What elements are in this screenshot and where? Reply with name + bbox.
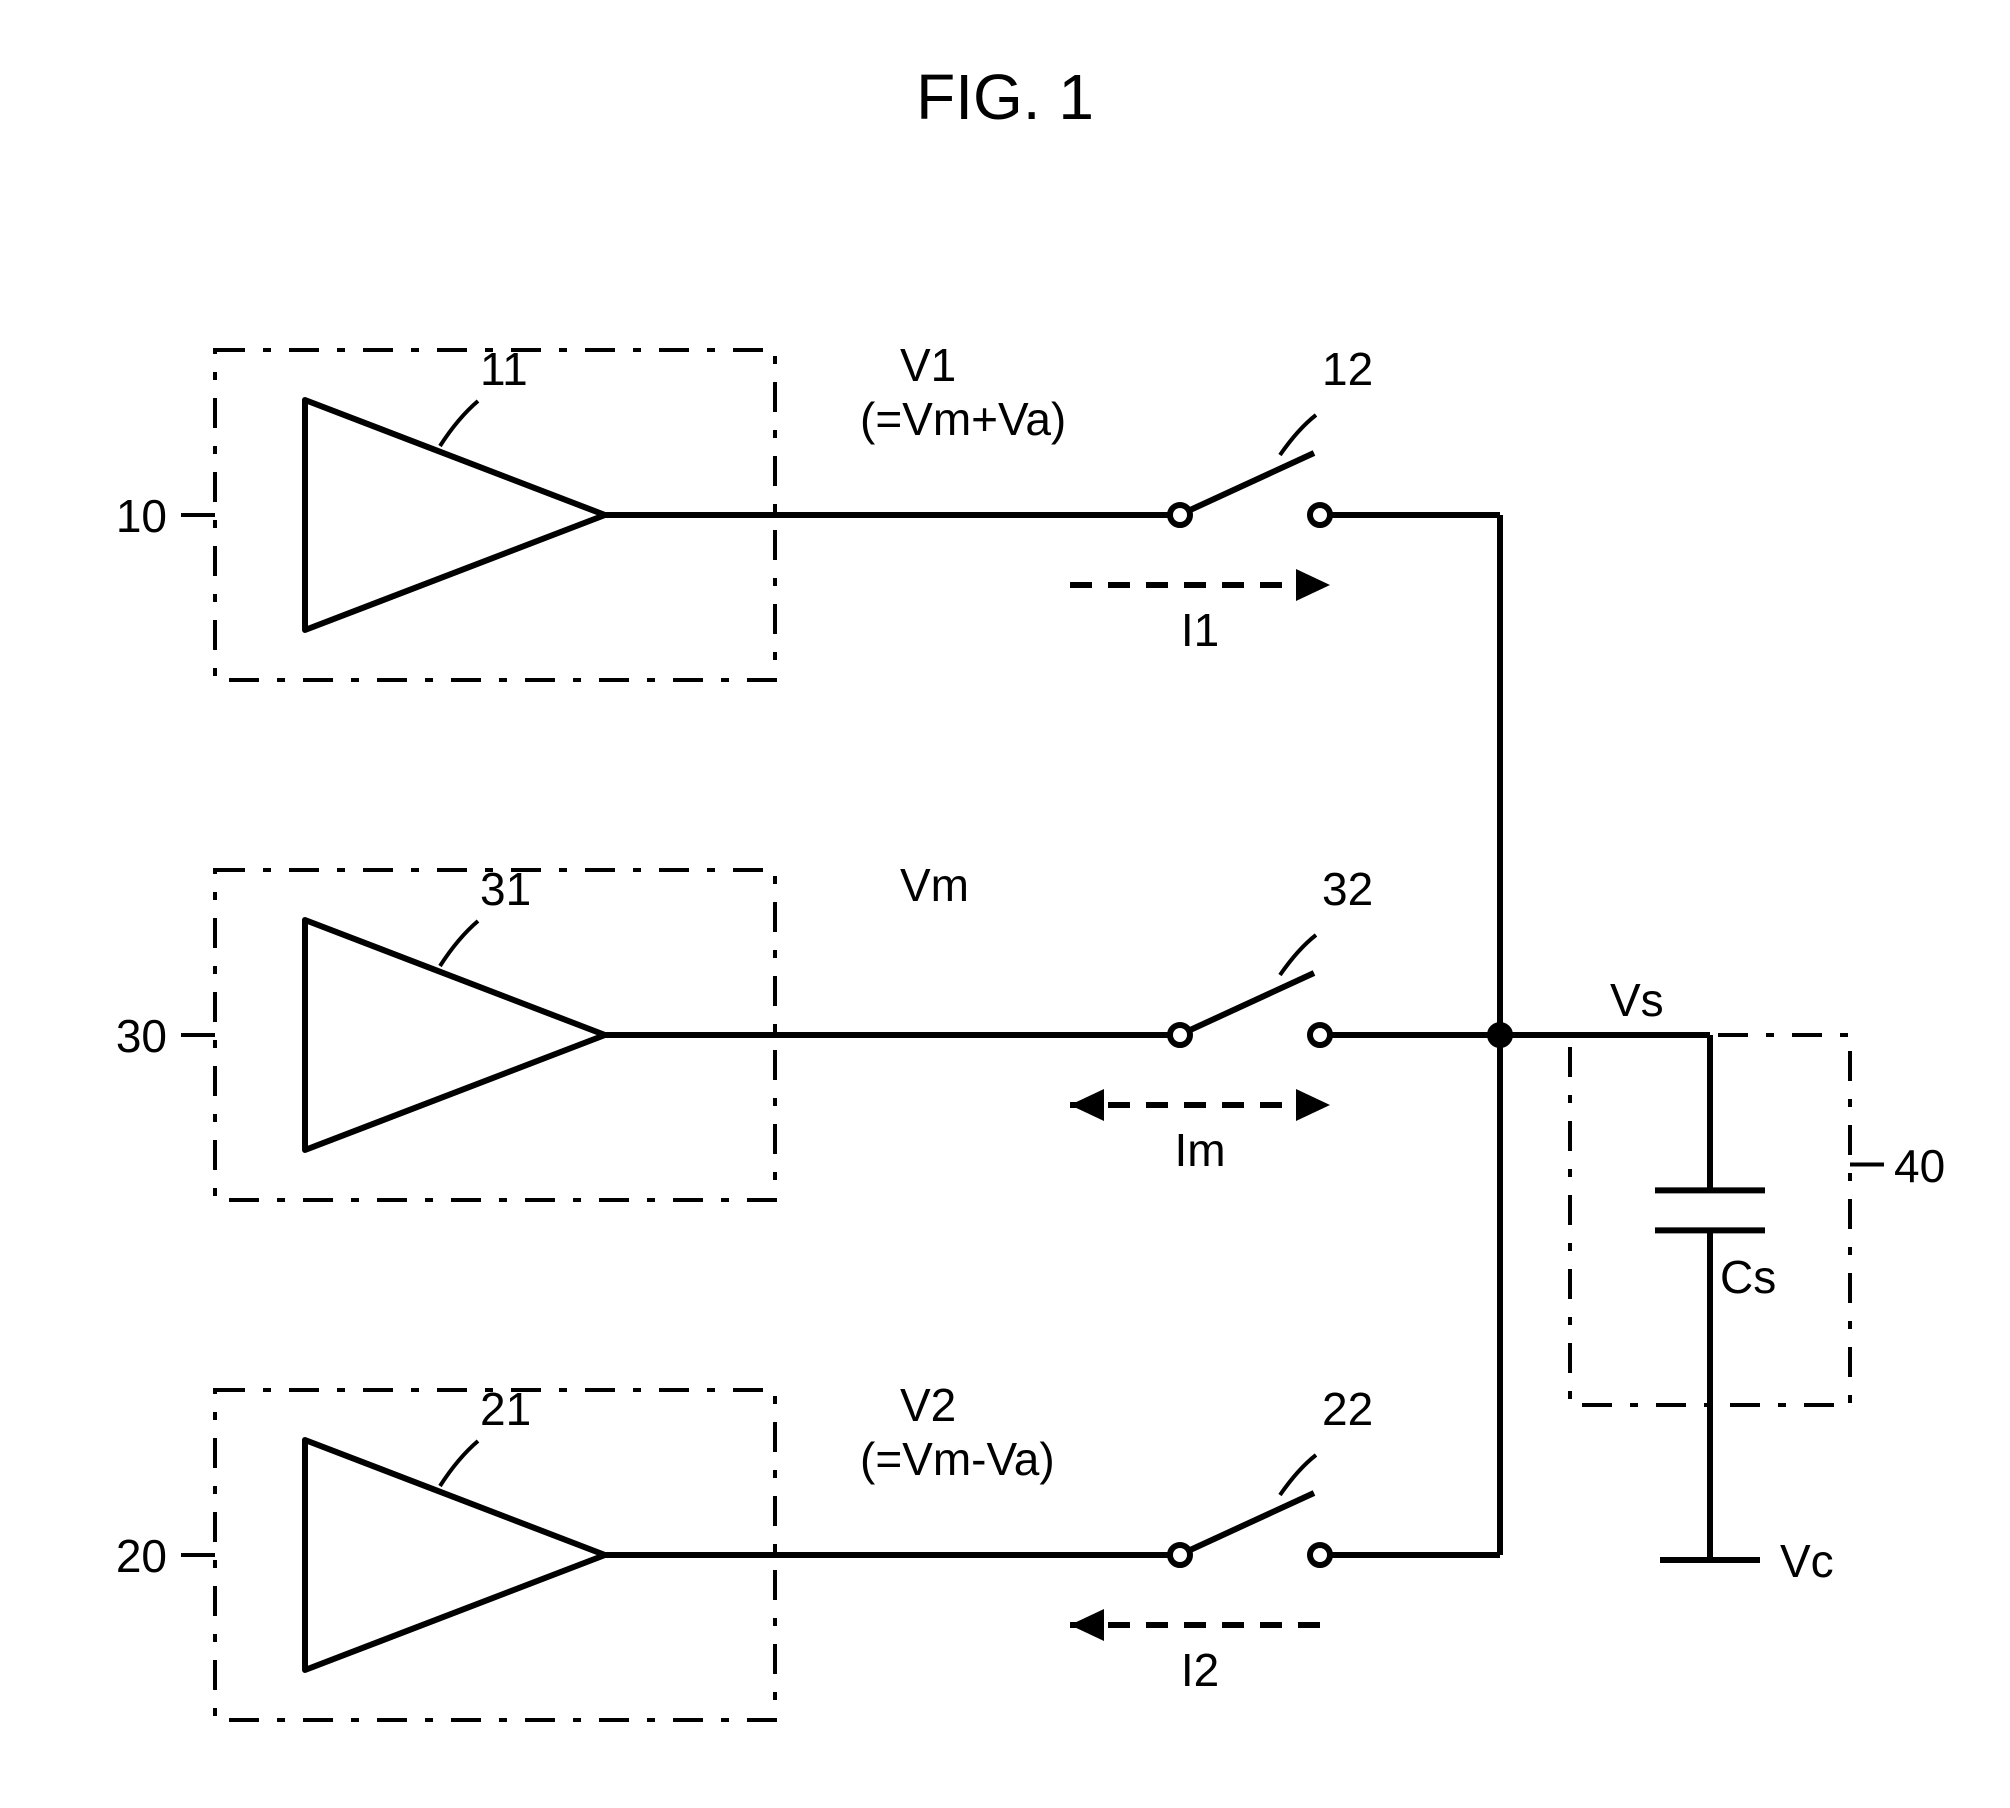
label: I1 xyxy=(1181,603,1219,657)
label: 32 xyxy=(1322,862,1373,916)
label: 10 xyxy=(116,489,167,543)
amplifier-icon xyxy=(305,1440,605,1670)
label: 40 xyxy=(1894,1139,1945,1193)
label: Vc xyxy=(1780,1534,1834,1588)
label: Vs xyxy=(1610,973,1664,1027)
label: (=Vm-Va) xyxy=(860,1432,1055,1486)
label: Cs xyxy=(1720,1250,1776,1304)
label: 11 xyxy=(480,342,528,396)
amplifier-icon xyxy=(305,400,605,630)
label: (=Vm+Va) xyxy=(860,392,1066,446)
label: 22 xyxy=(1322,1382,1373,1436)
label: 30 xyxy=(116,1009,167,1063)
label: V1 xyxy=(900,338,956,392)
label: V2 xyxy=(900,1378,956,1432)
amplifier-icon xyxy=(305,920,605,1150)
label: 20 xyxy=(116,1529,167,1583)
label: 12 xyxy=(1322,342,1373,396)
label: 31 xyxy=(480,862,531,916)
label: Im xyxy=(1174,1123,1225,1177)
label: I2 xyxy=(1181,1643,1219,1697)
label: 21 xyxy=(480,1382,531,1436)
label: Vm xyxy=(900,858,969,912)
label: FIG. 1 xyxy=(916,60,1094,134)
